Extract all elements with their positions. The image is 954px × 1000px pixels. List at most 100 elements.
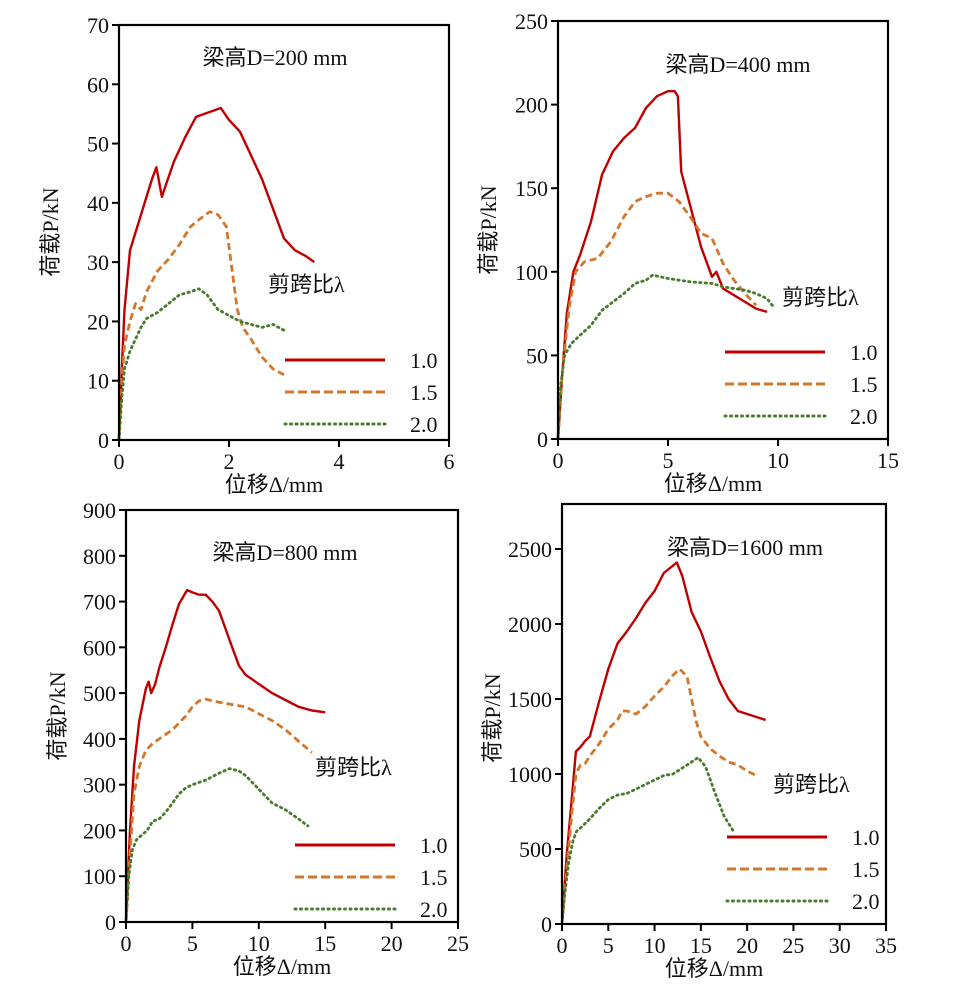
x-tick-label: 25 [447,931,469,956]
y-tick-label: 700 [83,590,116,615]
x-tick-label: 4 [334,449,345,474]
x-axis-title: 位移Δ/mm [225,472,324,497]
x-tick-label: 10 [644,933,666,958]
legend-title: 剪跨比λ [773,772,850,797]
legend-label: 2.0 [420,897,448,922]
x-tick-label: 15 [314,931,336,956]
legend: 剪跨比λ 1.0 1.5 2.0 [293,755,448,922]
legend-label: 1.5 [850,372,878,397]
x-axis-title: 位移Δ/mm [664,471,763,496]
y-tick-label: 70 [87,13,109,38]
y-axis-title: 荷载P/kN [45,671,70,760]
x-tick-label: 25 [782,933,804,958]
series-line-lambda-1_5 [560,667,758,925]
y-tick-label: 150 [515,176,548,201]
x-tick-label: 5 [663,448,674,473]
legend-label: 2.0 [852,889,880,914]
y-tick-label: 1000 [508,762,552,787]
x-tick-label: 10 [767,448,789,473]
series-line-lambda-1_5 [117,210,285,441]
y-axis-title: 荷载P/kN [476,185,501,274]
y-tick-label: 400 [83,727,116,752]
series-line-lambda-1_0 [117,106,315,441]
series-line-lambda-1_5 [556,191,758,440]
legend-label: 1.5 [420,865,448,890]
series-line-lambda-1_0 [560,561,767,925]
legend-title: 剪跨比λ [268,272,345,297]
y-tick-label: 1500 [508,687,552,712]
y-tick-label: 300 [83,773,116,798]
chart-panel-3: 0 100 200 300 400 500 600 700 800 900 0 5 10 15 20 25 位移… [45,498,469,979]
y-tick-label: 40 [87,191,109,216]
y-tick-label: 500 [83,681,116,706]
y-tick-label: 500 [519,837,552,862]
y-tick-label: 0 [537,427,548,452]
x-tick-label: 6 [444,449,455,474]
x-tick-label: 15 [690,933,712,958]
x-tick-label: 30 [829,933,851,958]
series-line-lambda-1_0 [556,89,768,440]
y-tick-label: 60 [87,72,109,97]
y-tick-label: 0 [541,912,552,937]
x-axis-title: 位移Δ/mm [665,956,764,981]
y-tick-label: 200 [83,818,116,843]
y-tick-label: 50 [87,132,109,157]
y-axis-title: 荷载P/kN [480,673,505,762]
y-tick-label: 800 [83,544,116,569]
series-line-lambda-2_0 [117,287,286,442]
y-tick-label: 2500 [508,537,552,562]
plot-frame [560,502,888,926]
y-tick-label: 0 [98,428,109,453]
legend: 剪跨比λ 1.0 1.5 2.0 [725,772,880,914]
x-tick-label: 15 [877,448,899,473]
series-line-lambda-1_0 [124,588,326,923]
chart-panel-1: 0 10 20 30 40 50 60 70 0 2 4 6 位移Δ/mm 荷载P/kN 梁高D=200 m… [38,13,455,497]
legend-label: 1.0 [850,340,878,365]
legend: 剪跨比λ 1.0 1.5 2.0 [268,272,438,437]
y-tick-label: 100 [83,864,116,889]
x-tick-label: 35 [875,933,897,958]
series-line-lambda-2_0 [560,756,735,926]
panel-title: 梁高D=400 mm [665,52,810,77]
y-tick-label: 100 [515,260,548,285]
y-tick-label: 900 [83,498,116,523]
plot-frame [117,23,451,442]
legend-label: 1.0 [852,825,880,850]
legend-label: 2.0 [850,404,878,429]
x-tick-label: 5 [187,931,198,956]
x-tick-label: 2 [224,449,235,474]
x-tick-label: 5 [603,933,614,958]
y-tick-label: 0 [105,910,116,935]
panel-title: 梁高D=200 mm [202,45,347,70]
x-tick-label: 0 [114,449,125,474]
y-tick-label: 600 [83,635,116,660]
x-axis-title: 位移Δ/mm [233,954,332,979]
panel-title: 梁高D=800 mm [212,540,357,565]
plot-frame [124,508,460,924]
chart-panel-4: 0 500 1000 1500 2000 2500 0 5 10 15 20 25 30 35 位移Δ/mm… [480,502,897,981]
plot-frame [556,19,890,441]
y-axis-title: 荷载P/kN [38,187,63,276]
legend: 剪跨比λ 1.0 1.5 2.0 [723,285,878,429]
legend-label: 1.0 [420,833,448,858]
series-line-lambda-2_0 [124,767,310,924]
legend-label: 1.5 [852,857,880,882]
chart-panel-2: 0 50 100 150 200 250 0 5 10 15 位移Δ/mm 荷载P/kN 梁高D=400… [476,9,899,496]
y-tick-label: 250 [515,9,548,34]
legend-label: 2.0 [410,412,438,437]
series-line-lambda-1_5 [124,697,313,923]
x-tick-label: 0 [553,448,564,473]
legend-title: 剪跨比λ [315,755,392,780]
x-tick-label: 20 [736,933,758,958]
y-tick-label: 200 [515,93,548,118]
x-tick-label: 10 [248,931,270,956]
panel-title: 梁高D=1600 mm [667,535,823,560]
legend-title: 剪跨比λ [782,285,859,310]
x-tick-label: 20 [381,931,403,956]
y-tick-label: 30 [87,250,109,275]
y-tick-label: 50 [526,343,548,368]
legend-label: 1.5 [410,380,438,405]
series-line-lambda-2_0 [556,273,775,441]
x-tick-label: 0 [557,933,568,958]
